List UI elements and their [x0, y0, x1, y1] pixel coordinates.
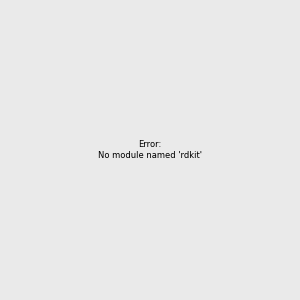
Text: Error:
No module named 'rdkit': Error: No module named 'rdkit': [98, 140, 202, 160]
